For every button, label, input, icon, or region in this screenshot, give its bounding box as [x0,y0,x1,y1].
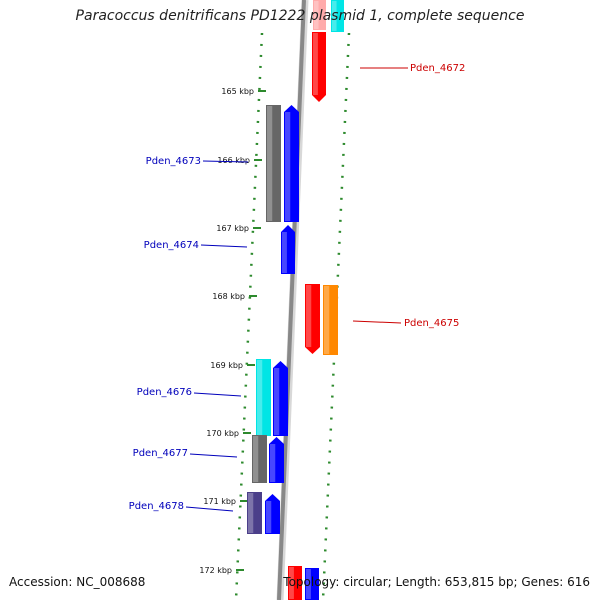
gene-pden-4673-highlight [285,112,291,221]
map-title: Paracoccus denitrificans PD1222 plasmid … [75,8,525,24]
gene-label: Pden_4677 [133,448,188,459]
gene-pden-4675-highlight [306,285,312,347]
gene-red-bottom [288,566,302,600]
gene-pden-4674-highlight [282,232,287,273]
sequence-backbone [277,0,306,600]
scale-tick-label: 172 kbp [199,566,232,575]
scale-tick-label: 168 kbp [212,292,245,301]
scale-tick-label: 166 kbp [217,156,250,165]
gene-pden-4677-highlight [270,444,276,482]
gene-label: Pden_4675 [404,318,459,329]
gene-pink-top-highlight [314,1,319,29]
gene-pden-4676-cyan [256,359,271,436]
gene-label-leader [189,453,238,458]
scale-tick-label: 170 kbp [206,429,239,438]
gene-pden-4678 [265,494,280,534]
gene-pden-4677 [269,437,284,483]
gene-pden-4677-gray [252,435,267,483]
gene-pden-4675-orange-highlight [324,286,330,354]
scale-tick-label: 171 kbp [203,497,236,506]
gene-pink-top [313,0,326,30]
gene-pden-4675-orange [323,285,338,355]
gene-cyan-top-highlight [332,1,337,31]
gene-label-leader [185,506,234,512]
gene-pden-4678-slate [247,492,262,534]
gene-pden-4676-highlight [274,368,280,435]
gene-pden-4673 [284,105,299,222]
gene-label: Pden_4673 [146,156,201,167]
genome-summary-text: Topology: circular; Length: 653,815 bp; … [283,575,590,589]
accession-text: Accession: NC_008688 [9,575,146,589]
gene-pden-4677-gray-highlight [253,436,259,482]
scale-tick-label: 167 kbp [216,224,249,233]
gene-pden-4676-cyan-highlight [257,360,263,435]
gene-label-leader [202,160,249,163]
gene-label: Pden_4676 [137,387,192,398]
gene-red-bottom-highlight [289,567,294,599]
gene-blue-bottom [305,568,319,600]
gene-pden-4672-highlight [313,33,318,95]
gene-pden-4673-rna-highlight [267,106,273,221]
scale-tick-label: 165 kbp [221,87,254,96]
gene-pden-4676 [273,361,288,436]
gene-pden-4678-highlight [266,501,272,533]
gene-label: Pden_4672 [410,63,465,74]
gene-pden-4675 [305,284,320,354]
scale-tick-label: 169 kbp [210,361,243,370]
gene-label-leader [352,320,402,324]
gene-cyan-top [331,0,344,32]
gene-pden-4673-rna [266,105,281,222]
gene-label-leader [200,244,248,248]
gene-label: Pden_4678 [129,501,184,512]
gene-label-leader [193,392,242,397]
gene-label: Pden_4674 [144,240,199,251]
gene-pden-4672 [312,32,326,102]
gene-pden-4678-slate-highlight [248,493,254,533]
gene-pden-4674 [281,225,295,274]
gene-blue-bottom-highlight [306,569,311,599]
